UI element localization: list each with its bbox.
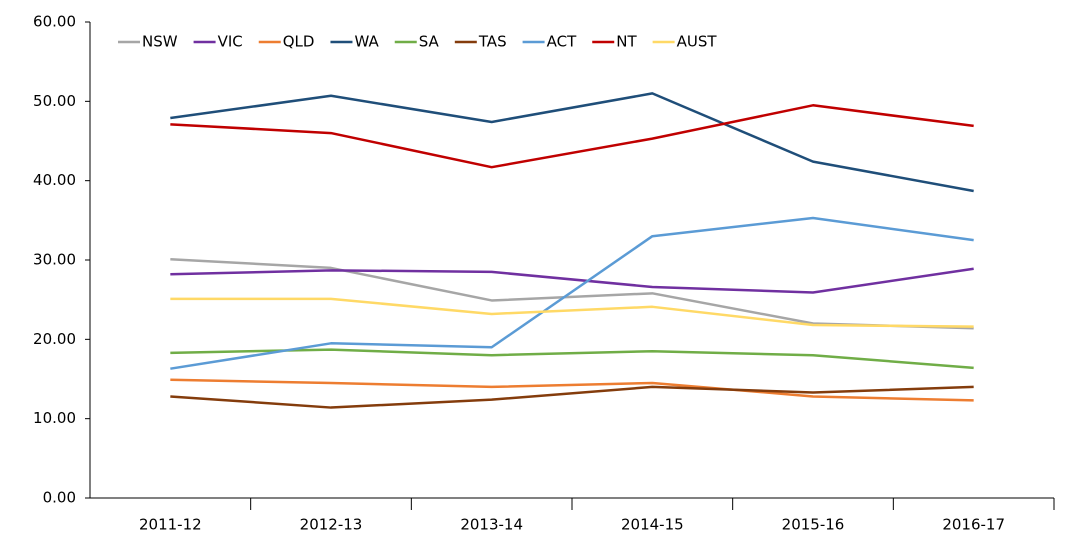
series-line	[170, 216, 974, 370]
y-tick-label: 60.00	[33, 13, 76, 31]
series-line	[170, 267, 974, 294]
legend-label: WA	[354, 33, 379, 51]
legend-label: QLD	[283, 33, 315, 51]
y-tick-label: 20.00	[33, 330, 76, 348]
legend-label: TAS	[478, 33, 507, 51]
series-line	[170, 92, 974, 193]
legend-label: NT	[616, 33, 637, 51]
x-tick-label: 2012-13	[300, 516, 363, 534]
series-line	[170, 104, 974, 169]
x-tick-label: 2016-17	[942, 516, 1005, 534]
x-tick-label: 2013-14	[460, 516, 523, 534]
x-tick-label: 2014-15	[621, 516, 684, 534]
y-tick-label: 10.00	[33, 409, 76, 427]
y-tick-label: 40.00	[33, 171, 76, 189]
legend-label: NSW	[142, 33, 178, 51]
x-tick-label: 2011-12	[139, 516, 202, 534]
series-line	[170, 348, 974, 370]
series-line	[170, 378, 974, 402]
legend-label: ACT	[547, 33, 577, 51]
legend-label: SA	[419, 33, 440, 51]
legend-label: AUST	[677, 33, 718, 51]
series-line	[170, 385, 974, 409]
series-line	[170, 297, 974, 328]
y-tick-label: 50.00	[33, 92, 76, 110]
y-tick-label: 0.00	[43, 489, 76, 507]
x-tick-label: 2015-16	[782, 516, 845, 534]
y-tick-label: 30.00	[33, 251, 76, 269]
legend-label: VIC	[218, 33, 243, 51]
series-line	[170, 257, 974, 330]
